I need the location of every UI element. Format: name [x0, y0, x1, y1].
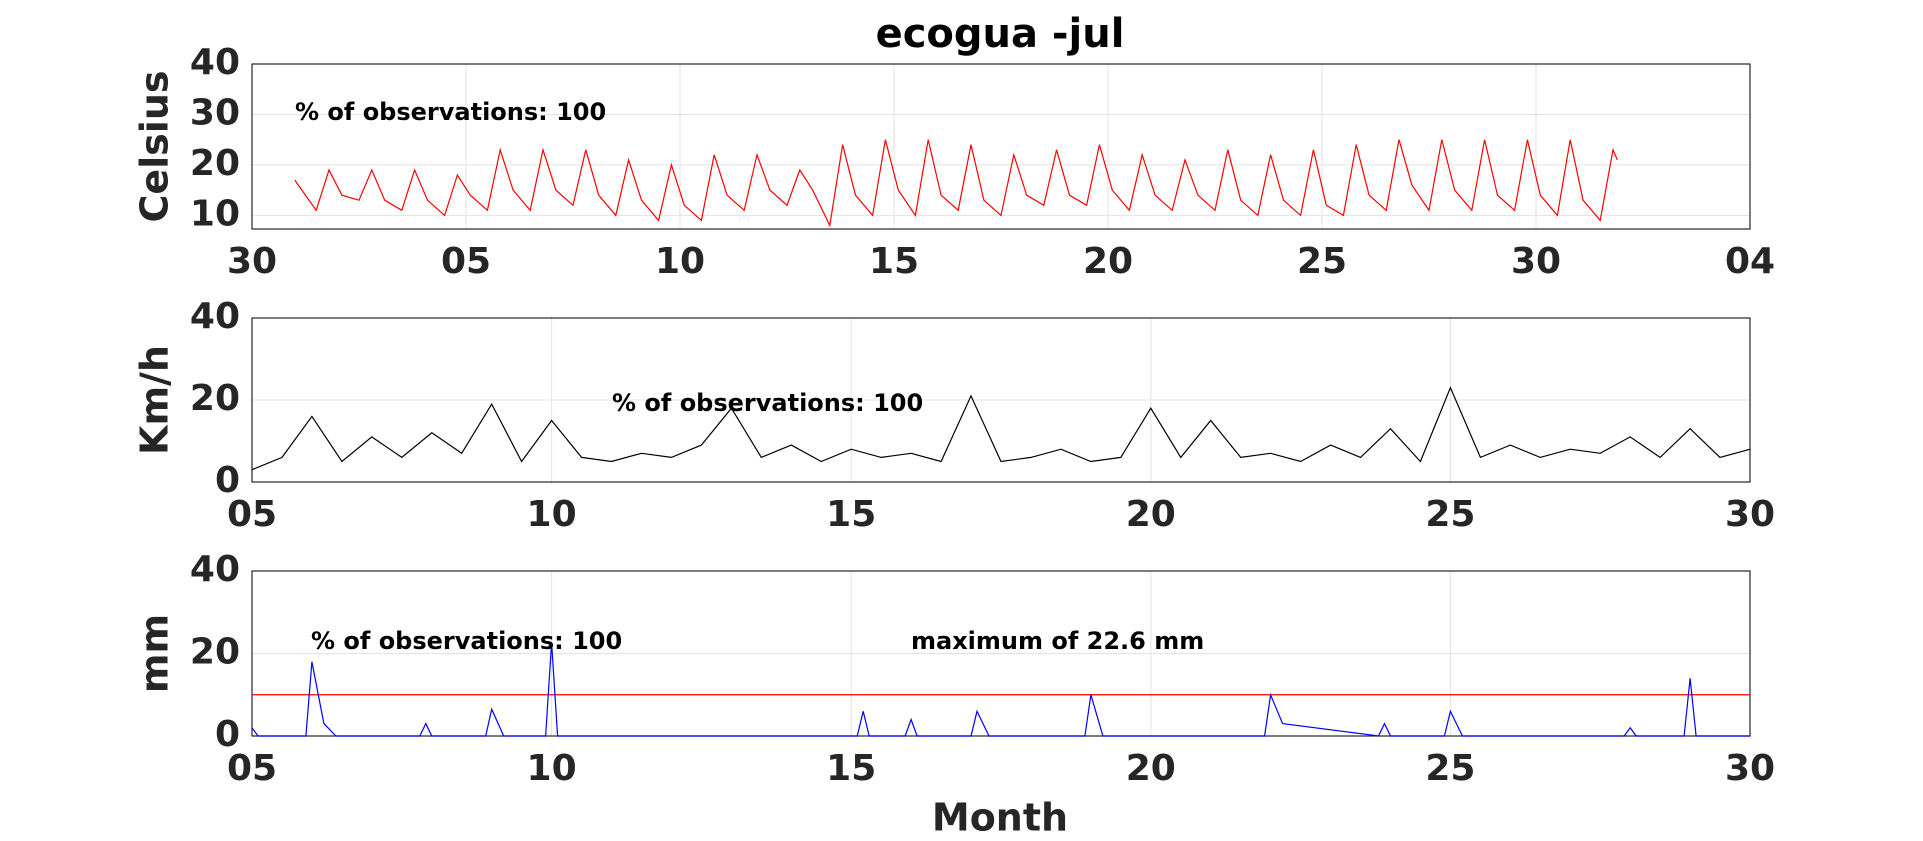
x-tick-label: 10 — [527, 494, 577, 535]
y-tick-label: 0 — [215, 714, 240, 755]
plot-frame — [251, 63, 1751, 230]
x-tick-label: 04 — [1725, 241, 1775, 282]
y-tick-label: 0 — [215, 460, 240, 501]
x-tick-label: 30 — [1725, 494, 1775, 535]
data-line — [294, 139, 1618, 228]
data-line — [251, 642, 1750, 737]
x-tick-label: 05 — [441, 241, 491, 282]
x-tick-label: 25 — [1297, 241, 1347, 282]
y-tick-label: 40 — [190, 549, 240, 590]
x-tick-label: 20 — [1126, 494, 1176, 535]
x-tick-label: 15 — [826, 494, 876, 535]
x-tick-label: 25 — [1425, 748, 1475, 789]
x-tick-label: 20 — [1126, 748, 1176, 789]
y-tick-label: 20 — [190, 632, 240, 673]
x-tick-label: 15 — [826, 748, 876, 789]
x-tick-label: 15 — [869, 241, 919, 282]
annotation: maximum of 22.6 mm — [911, 627, 1204, 655]
y-tick-label: 20 — [190, 378, 240, 419]
y-axis-label: Celsius — [133, 71, 177, 223]
y-tick-label: 40 — [190, 296, 240, 337]
x-tick-label: 25 — [1425, 494, 1475, 535]
x-tick-label: 30 — [1725, 748, 1775, 789]
x-tick-label: 05 — [227, 494, 277, 535]
data-line — [251, 386, 1751, 471]
plot-frame — [251, 317, 1751, 483]
y-tick-label: 40 — [190, 42, 240, 83]
x-tick-label: 30 — [1511, 241, 1561, 282]
x-axis-label: Month — [932, 796, 1068, 840]
x-tick-label: 05 — [227, 748, 277, 789]
x-tick-label: 20 — [1083, 241, 1133, 282]
annotation: % of observations: 100 — [295, 98, 606, 126]
annotation: % of observations: 100 — [311, 627, 622, 655]
y-axis-label: Km/h — [133, 345, 177, 455]
y-tick-label: 10 — [190, 193, 240, 234]
annotation: % of observations: 100 — [612, 389, 923, 417]
x-tick-label: 10 — [527, 748, 577, 789]
y-axis-label: mm — [133, 614, 177, 693]
y-tick-label: 20 — [190, 143, 240, 184]
x-tick-label: 10 — [655, 241, 705, 282]
x-tick-label: 30 — [227, 241, 277, 282]
y-tick-label: 30 — [190, 92, 240, 133]
chart-title: ecogua -jul — [876, 11, 1125, 57]
